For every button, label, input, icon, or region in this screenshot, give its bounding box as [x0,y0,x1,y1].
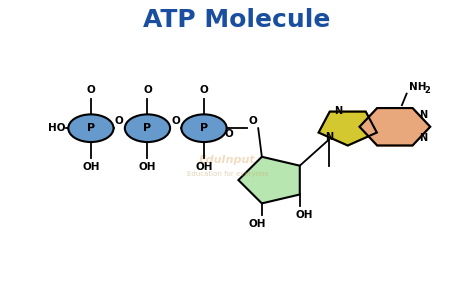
Text: Education for everyone: Education for everyone [187,171,268,177]
Text: O: O [143,85,152,95]
Text: OH: OH [139,162,156,172]
Polygon shape [238,157,300,203]
Text: O: O [172,116,180,126]
Circle shape [182,114,227,142]
Text: OH: OH [82,162,100,172]
Text: OH: OH [195,162,213,172]
Text: O: O [248,116,257,126]
Text: O: O [87,85,95,95]
Text: N: N [334,106,342,116]
Text: P: P [87,123,95,133]
Text: P: P [144,123,152,133]
Text: P: P [200,123,208,133]
Text: NH: NH [409,82,427,92]
Polygon shape [319,112,377,146]
Text: N: N [419,133,427,143]
Text: HO: HO [48,123,66,133]
Circle shape [125,114,170,142]
Text: 2: 2 [425,86,430,95]
Text: N: N [419,110,427,120]
Text: O: O [200,85,209,95]
Circle shape [68,114,114,142]
Text: ATP Molecule: ATP Molecule [143,8,331,32]
Text: OH: OH [248,219,266,229]
Text: OH: OH [296,210,313,220]
Text: N: N [325,132,333,142]
Text: O: O [115,116,124,126]
Text: EduInput: EduInput [199,155,256,165]
Polygon shape [359,108,430,146]
Text: O: O [225,129,233,139]
